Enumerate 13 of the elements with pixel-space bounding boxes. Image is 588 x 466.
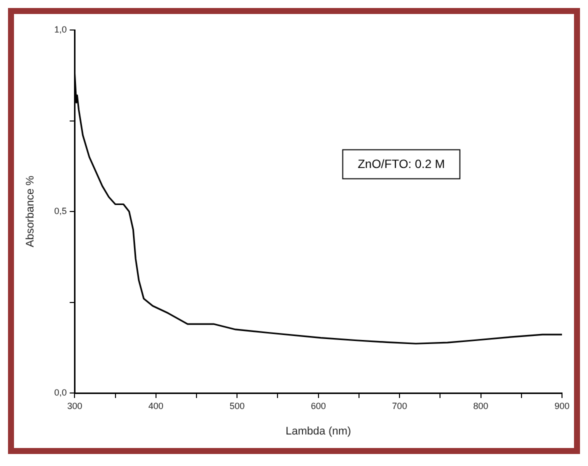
x-tick-label: 800 xyxy=(473,400,488,411)
x-tick-label: 900 xyxy=(554,400,570,411)
x-tick-label: 500 xyxy=(230,400,245,411)
x-tick-label: 400 xyxy=(148,400,164,411)
x-axis-title: Lambda (nm) xyxy=(286,425,352,438)
y-tick-label: 0,5 xyxy=(54,206,67,216)
x-tick-label: 600 xyxy=(310,400,326,411)
y-axis-title: Absorbance % xyxy=(24,176,37,248)
x-tick-label: 700 xyxy=(392,400,408,411)
y-tick-label: 1,0 xyxy=(54,24,67,34)
annotation: ZnO/FTO: 0.2 M xyxy=(358,157,445,172)
x-tick-label: 300 xyxy=(67,400,82,411)
y-tick-label: 0,0 xyxy=(54,387,67,398)
